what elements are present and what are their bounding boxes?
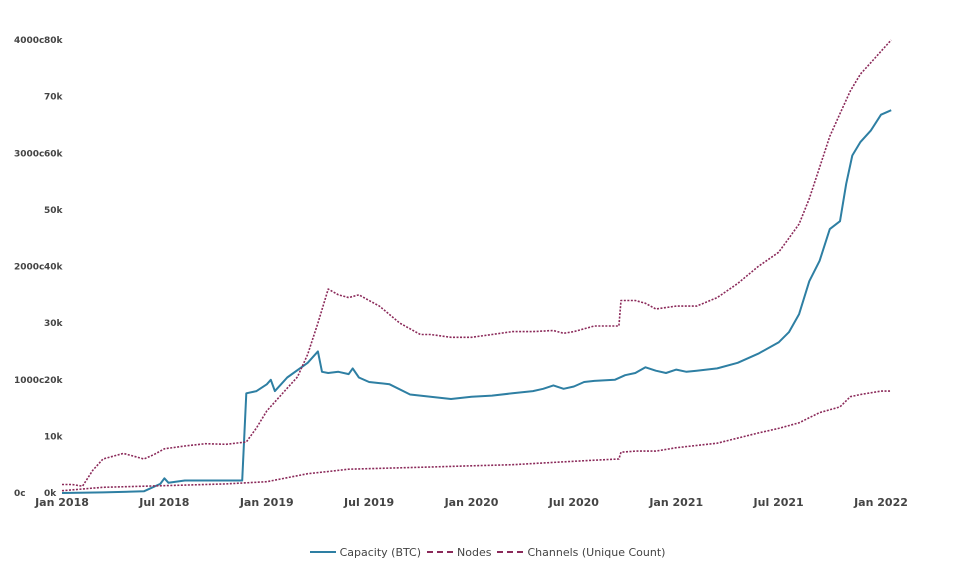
left-tick-label: 1000c [14, 376, 44, 386]
legend-item: Channels (Unique Count) [497, 546, 665, 559]
series-line-2 [61, 390, 892, 492]
series-line-1 [62, 39, 892, 487]
left-axis-ticks: 0c 1000c 2000c 3000c 4000c [14, 36, 44, 499]
x-tick-label: Jul 2020 [548, 496, 599, 509]
series-lines [61, 39, 892, 494]
right-axis-ticks: 0k 10k 20k 30k 40k 50k 60k 70k 80k [44, 36, 64, 499]
right-tick-label: 70k [44, 93, 64, 103]
right-tick-label: 80k [44, 36, 64, 46]
right-tick-label: 20k [44, 376, 64, 386]
right-tick-label: 60k [44, 149, 64, 159]
x-axis-ticks: Jan 2018 Jul 2018 Jan 2019 Jul 2019 Jan 2020… [34, 496, 908, 509]
legend-label: Channels (Unique Count) [527, 545, 666, 559]
legend-swatch [309, 551, 336, 553]
right-tick-label: 0k [44, 489, 57, 499]
left-tick-label: 0c [14, 489, 26, 499]
right-tick-label: 10k [44, 432, 64, 442]
right-tick-label: 40k [44, 263, 64, 273]
left-tick-label: 3000c [14, 149, 44, 159]
legend-item: Capacity (BTC) [309, 545, 422, 559]
right-tick-label: 50k [44, 206, 64, 216]
right-tick-label: 30k [44, 319, 64, 329]
legend-label: Nodes [457, 545, 492, 559]
x-tick-label: Jan 2019 [239, 496, 294, 509]
x-tick-label: Jul 2018 [138, 496, 189, 509]
series-line-0 [61, 109, 892, 494]
legend: Capacity (BTC) Nodes Channels (Unique Coun… [0, 543, 975, 559]
x-tick-label: Jan 2022 [853, 496, 908, 509]
x-tick-label: Jan 2021 [648, 496, 703, 509]
left-tick-label: 2000c [14, 263, 44, 273]
x-tick-label: Jul 2019 [343, 496, 394, 509]
legend-swatch [427, 551, 454, 553]
legend-item: Nodes [427, 546, 491, 559]
legend-label: Capacity (BTC) [339, 545, 422, 559]
legend-swatch [497, 551, 524, 553]
left-tick-label: 4000c [14, 36, 44, 46]
x-tick-label: Jan 2018 [34, 496, 89, 509]
x-tick-label: Jan 2020 [444, 496, 499, 509]
x-tick-label: Jul 2021 [753, 496, 804, 509]
